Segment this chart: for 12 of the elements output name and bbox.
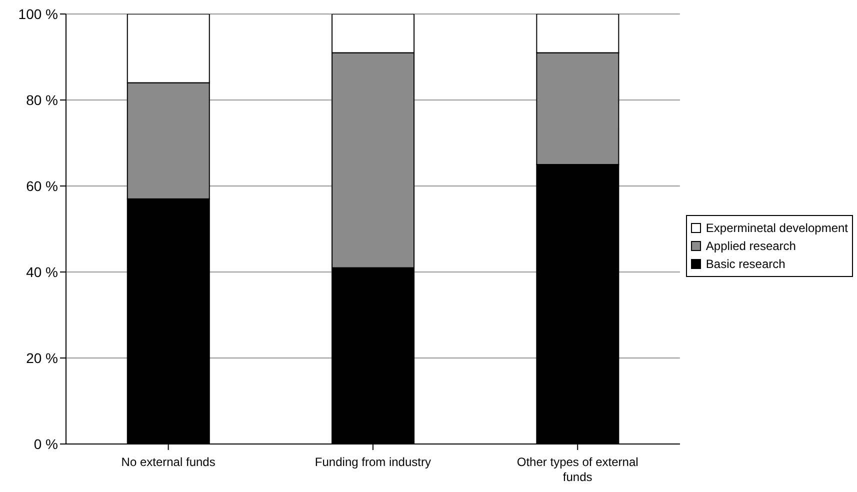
x-tick-label: No external funds xyxy=(121,455,216,469)
legend-label: Experminetal development xyxy=(706,221,848,235)
x-tick-label: Funding from industry xyxy=(314,455,431,469)
y-tick-label: 80 % xyxy=(26,92,58,108)
legend-label: Basic research xyxy=(706,257,786,271)
legend-label: Applied research xyxy=(706,239,796,253)
x-tick-label: Other types of external funds xyxy=(516,455,638,484)
y-tick-label: 0 % xyxy=(34,436,58,452)
y-tick-label: 60 % xyxy=(26,178,58,194)
y-tick-label: 40 % xyxy=(26,264,58,280)
y-tick-label: 20 % xyxy=(26,350,58,366)
y-tick-label: 100 % xyxy=(18,6,58,22)
